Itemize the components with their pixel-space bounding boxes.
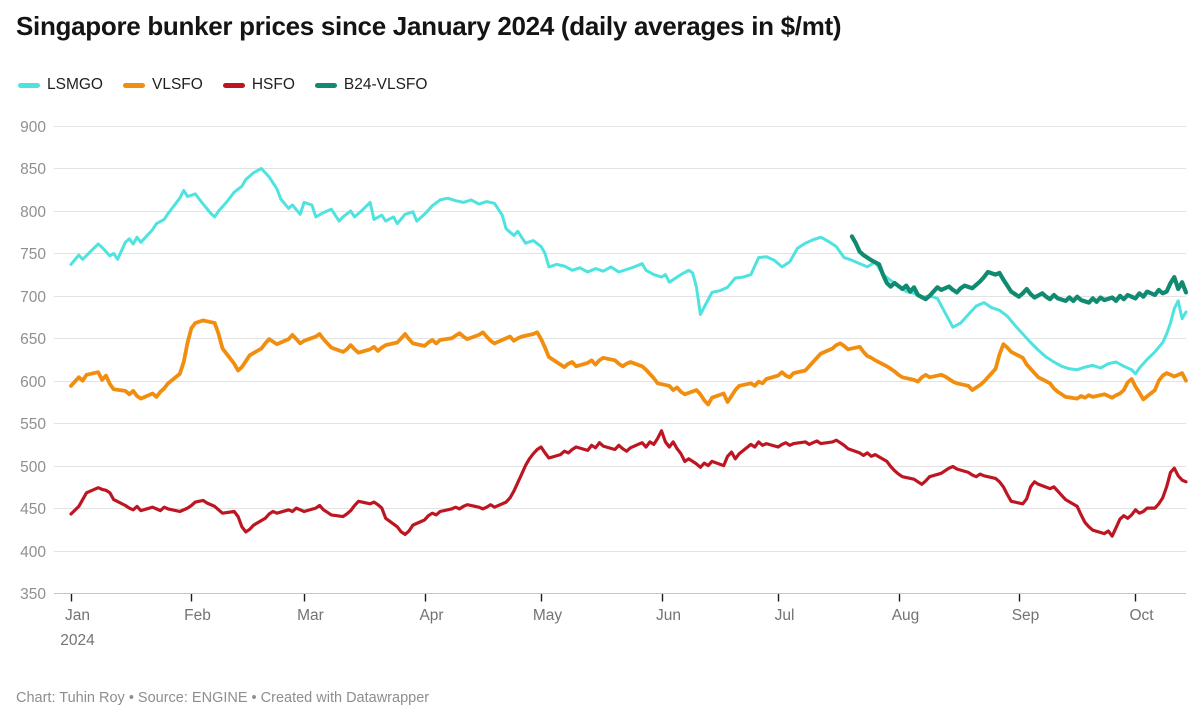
x-tick-label: Aug: [892, 607, 920, 624]
series-line-lsmgo[interactable]: [69, 167, 1188, 376]
series-line-b24-vlsfo[interactable]: [849, 234, 1189, 305]
y-tick-label: 350: [20, 586, 46, 603]
x-tick-label: Jul: [775, 607, 795, 624]
legend: LSMGO VLSFO HSFO B24-VLSFO: [18, 76, 427, 94]
x-tick-label: Jun: [656, 607, 681, 624]
x-tick-label: Jan: [65, 607, 90, 624]
legend-item-vlsfo: VLSFO: [122, 76, 203, 94]
y-tick-label: 850: [20, 161, 46, 178]
y-tick-label: 400: [20, 544, 46, 561]
legend-label: HSFO: [251, 76, 295, 93]
chart-footer: Chart: Tuhin Roy • Source: ENGINE • Crea…: [16, 690, 430, 706]
legend-item-b24-vlsfo: B24-VLSFO: [314, 76, 428, 94]
y-tick-label: 750: [20, 246, 46, 263]
legend-item-hsfo: HSFO: [222, 76, 295, 94]
series-line-hsfo[interactable]: [69, 429, 1188, 538]
chart-title: Singapore bunker prices since January 20…: [16, 11, 842, 41]
y-tick-label: 500: [20, 459, 46, 476]
legend-label: LSMGO: [47, 76, 103, 93]
y-tick-label: 800: [20, 204, 46, 221]
legend-label: B24-VLSFO: [343, 76, 428, 93]
y-tick-label: 650: [20, 331, 46, 348]
x-tick-label: May: [533, 607, 563, 624]
y-tick-label: 900: [20, 119, 46, 136]
legend-swatch-icon: [18, 82, 40, 88]
legend-label: VLSFO: [151, 76, 203, 93]
x-tick-year-label: 2024: [60, 632, 95, 649]
y-tick-label: 600: [20, 374, 46, 391]
series-line-vlsfo[interactable]: [69, 318, 1188, 407]
y-tick-label: 450: [20, 501, 46, 518]
legend-swatch-icon: [314, 82, 337, 88]
y-tick-label: 700: [20, 289, 46, 306]
x-tick-label: Sep: [1012, 607, 1040, 624]
x-tick-label: Feb: [184, 607, 211, 624]
x-tick-label: Apr: [419, 607, 443, 624]
legend-swatch-icon: [122, 82, 145, 88]
x-tick-label: Mar: [297, 607, 324, 624]
legend-swatch-icon: [222, 82, 245, 88]
y-tick-label: 550: [20, 416, 46, 433]
legend-item-lsmgo: LSMGO: [18, 76, 103, 94]
x-tick-label: Oct: [1129, 607, 1154, 624]
